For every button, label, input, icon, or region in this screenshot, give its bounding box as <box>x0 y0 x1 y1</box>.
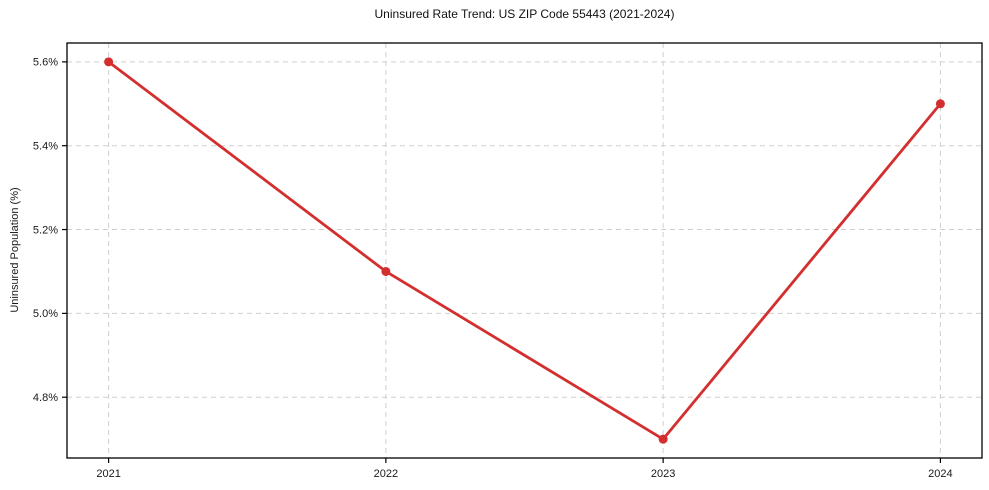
y-tick-label: 5.0% <box>33 308 58 320</box>
data-point-2024 <box>935 99 945 109</box>
trend-line <box>107 60 942 441</box>
y-tick-label: 5.2% <box>33 224 58 236</box>
x-tick-label: 2022 <box>374 468 398 480</box>
y-tick-label: 5.6% <box>33 57 58 69</box>
x-tick-label: 2024 <box>928 468 952 480</box>
data-point-2023 <box>658 434 668 444</box>
data-point-2022 <box>381 266 391 276</box>
x-tick-label: 2021 <box>96 468 120 480</box>
y-tick-label: 5.4% <box>33 141 58 153</box>
plot-border <box>66 42 983 459</box>
chart-title: Uninsured Rate Trend: US ZIP Code 55443 … <box>374 7 675 21</box>
y-tick-label: 4.8% <box>33 392 58 404</box>
data-point-2021 <box>104 57 114 67</box>
x-tick-label: 2023 <box>651 468 675 480</box>
